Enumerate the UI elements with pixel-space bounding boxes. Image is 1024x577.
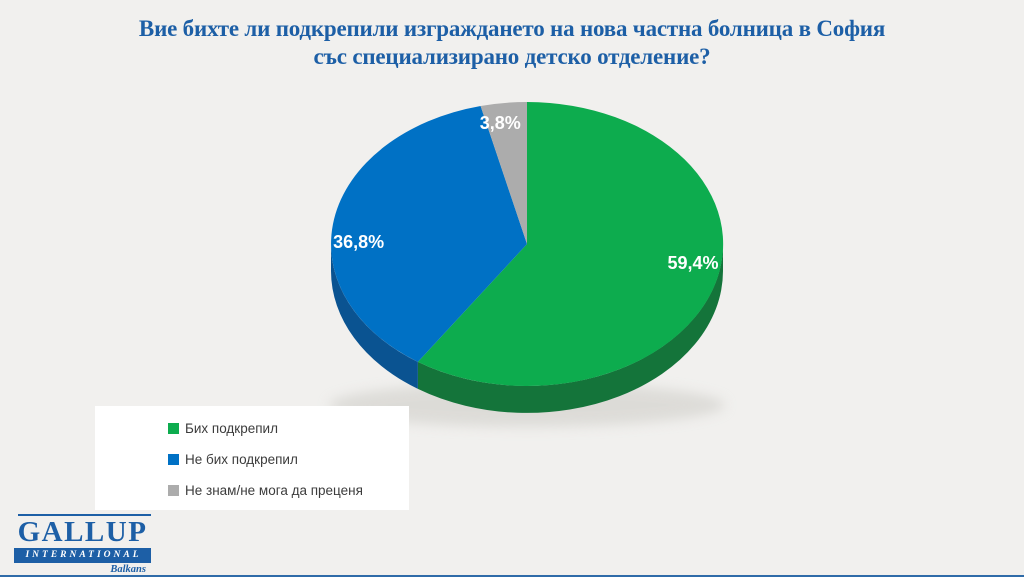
logo-region: Balkans [110, 564, 146, 575]
pie-data-label-2: 3,8% [480, 113, 521, 133]
legend-item-support: Бих подкрепил [168, 419, 409, 438]
pie-data-label-0: 59,4% [667, 253, 718, 273]
legend: Бих подкрепил Не бих подкрепил Не знам/н… [95, 406, 409, 510]
legend-item-dont-know: Не знам/не мога да преценя [168, 481, 409, 500]
legend-marker-green [168, 423, 179, 434]
chart-title-line2: със специализирано детско отделение? [313, 44, 711, 69]
legend-marker-blue [168, 454, 179, 465]
chart-title: Вие бихте ли подкрепили изграждането на … [0, 15, 1024, 71]
legend-item-no-support: Не бих подкрепил [168, 450, 409, 469]
legend-marker-gray [168, 485, 179, 496]
pie-data-label-1: 36,8% [333, 232, 384, 252]
pie-slice-1 [331, 106, 527, 362]
logo-name: GALLUP [17, 516, 148, 548]
pie-depth-sides [331, 244, 723, 413]
pie-side-1 [331, 244, 418, 389]
bottom-accent-bar [0, 575, 1024, 577]
logo-subtitle: INTERNATIONAL [14, 548, 151, 563]
pie-slices [331, 101, 724, 386]
pie-slice-0 [417, 101, 724, 386]
pie-side-0 [417, 244, 723, 413]
chart-title-line1: Вие бихте ли подкрепили изграждането на … [138, 16, 886, 41]
gallup-logo: GALLUP INTERNATIONAL Balkans [14, 514, 151, 576]
legend-label-support: Бих подкрепил [185, 421, 278, 436]
pie-data-labels: 59,4% 36,8% 3,8% [333, 113, 718, 273]
legend-label-dont-know: Не знам/не мога да преценя [185, 483, 363, 498]
legend-label-no-support: Не бих подкрепил [185, 452, 298, 467]
logo-rule [18, 514, 151, 516]
pie-slice-2 [480, 101, 527, 244]
